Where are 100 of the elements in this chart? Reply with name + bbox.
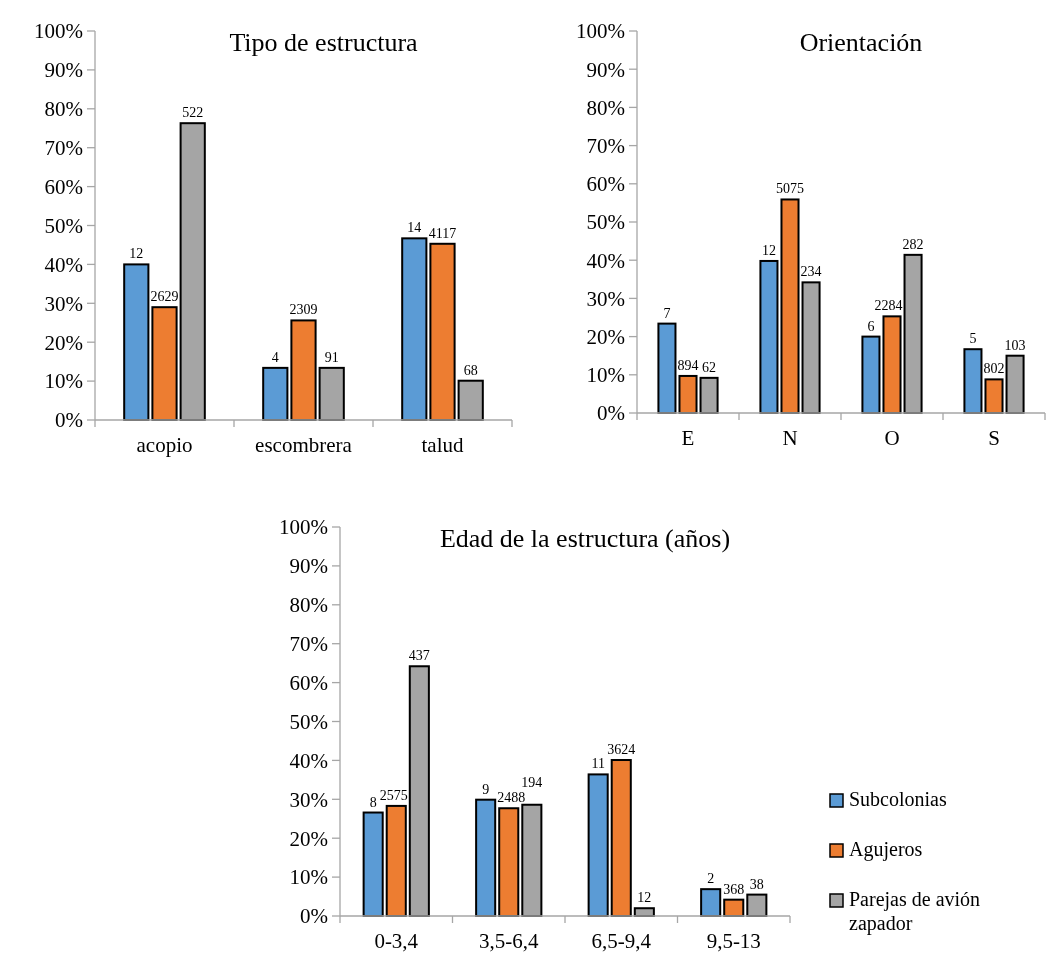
x-tick-label: S <box>988 426 1000 450</box>
legend-label: Parejas de avión zapador <box>849 888 981 935</box>
bar <box>678 374 698 414</box>
y-tick-label: 0% <box>300 904 328 929</box>
annotation: 103 <box>1004 337 1026 353</box>
legend-label: Subcolonias <box>849 788 947 810</box>
y-tick-label: 80% <box>44 97 83 122</box>
bar <box>882 315 902 414</box>
annotation: 2488 <box>497 790 526 806</box>
annotation: 2629 <box>150 289 179 305</box>
y-tick-label: 40% <box>586 248 625 273</box>
y-tick-label: 0% <box>597 401 625 426</box>
y-tick-label: 90% <box>44 58 83 83</box>
annotation: 62 <box>702 359 717 375</box>
chart-title: Tipo de estructura <box>229 28 419 57</box>
annotation: 2 <box>707 871 715 887</box>
chart-title: Edad de la estructura (años) <box>439 524 731 553</box>
y-tick-label: 100% <box>576 19 625 44</box>
annotation: 12 <box>129 246 144 262</box>
y-tick-label: 60% <box>289 670 328 695</box>
x-tick-label: 9,5-13 <box>706 929 761 953</box>
x-tick-label: N <box>782 426 798 450</box>
annotation: 68 <box>463 362 478 378</box>
annotation: 5075 <box>776 181 804 197</box>
annotation: 522 <box>182 105 204 121</box>
annotation: 194 <box>521 774 543 790</box>
bar <box>759 259 779 414</box>
x-tick-label: E <box>681 426 695 450</box>
y-tick-label: 10% <box>586 363 625 388</box>
y-tick-label: 80% <box>586 95 625 120</box>
bar <box>963 348 983 414</box>
annotation: 437 <box>408 648 430 664</box>
annotation: 7 <box>663 305 671 321</box>
x-tick-label: 0-3,4 <box>374 929 419 953</box>
y-tick-label: 20% <box>289 826 328 851</box>
y-tick-label: 80% <box>289 593 328 618</box>
y-tick-label: 100% <box>279 515 328 540</box>
annotation: 5 <box>969 331 977 347</box>
chart-title: Orientación <box>799 28 923 57</box>
annotation: 894 <box>677 357 699 373</box>
annotation: 2284 <box>874 298 903 314</box>
bar <box>401 237 428 421</box>
y-tick-label: 70% <box>44 136 83 161</box>
annotation: 6 <box>867 318 875 334</box>
bar <box>151 306 178 421</box>
bar <box>262 366 289 421</box>
annotation: 4117 <box>428 225 457 241</box>
y-tick-label: 30% <box>44 291 83 316</box>
bar <box>498 807 520 917</box>
y-tick-label: 50% <box>586 210 625 235</box>
y-tick-label: 20% <box>586 324 625 349</box>
annotation: 4 <box>271 349 279 365</box>
y-tick-label: 70% <box>586 133 625 158</box>
y-tick-label: 40% <box>44 252 83 277</box>
y-tick-label: 60% <box>586 172 625 197</box>
bar <box>587 773 609 917</box>
bar <box>475 798 497 917</box>
y-tick-label: 10% <box>289 865 328 890</box>
annotation: 234 <box>800 264 822 280</box>
bar <box>780 198 800 414</box>
annotation: 12 <box>637 890 652 906</box>
bar <box>385 804 407 917</box>
bar <box>861 335 881 414</box>
x-tick-label: escombrera <box>255 433 353 457</box>
bar <box>657 322 677 414</box>
annotation: 3624 <box>607 742 636 758</box>
x-tick-label: 6,5-9,4 <box>591 929 652 953</box>
y-tick-label: 90% <box>586 57 625 82</box>
y-tick-label: 100% <box>34 19 83 44</box>
annotation: 12 <box>761 242 776 258</box>
annotation: 38 <box>749 876 764 892</box>
y-tick-label: 50% <box>289 709 328 734</box>
bar <box>290 319 317 421</box>
annotation: 14 <box>407 220 422 236</box>
y-tick-label: 50% <box>44 213 83 238</box>
bar <box>362 811 384 917</box>
bar <box>610 759 632 917</box>
y-tick-label: 70% <box>289 632 328 657</box>
annotation: 91 <box>324 349 339 365</box>
annotation: 2309 <box>289 302 318 318</box>
x-tick-label: acopio <box>136 433 193 457</box>
y-tick-label: 10% <box>44 369 83 394</box>
y-tick-label: 40% <box>289 748 328 773</box>
x-tick-label: talud <box>421 433 464 457</box>
annotation: 2575 <box>379 787 408 803</box>
y-tick-label: 0% <box>55 408 83 433</box>
y-tick-label: 20% <box>44 330 83 355</box>
x-tick-label: O <box>884 426 900 450</box>
annotation: 8 <box>369 794 377 810</box>
y-tick-label: 90% <box>289 554 328 579</box>
annotation: 282 <box>902 236 924 252</box>
annotation: 11 <box>591 756 605 772</box>
bar <box>123 263 150 421</box>
annotation: 802 <box>983 361 1005 377</box>
bar <box>700 888 722 917</box>
legend-label: Agujeros <box>849 838 923 861</box>
bar <box>429 242 456 421</box>
x-tick-label: 3,5-6,4 <box>479 929 539 953</box>
y-tick-label: 60% <box>44 174 83 199</box>
bar <box>984 378 1004 414</box>
